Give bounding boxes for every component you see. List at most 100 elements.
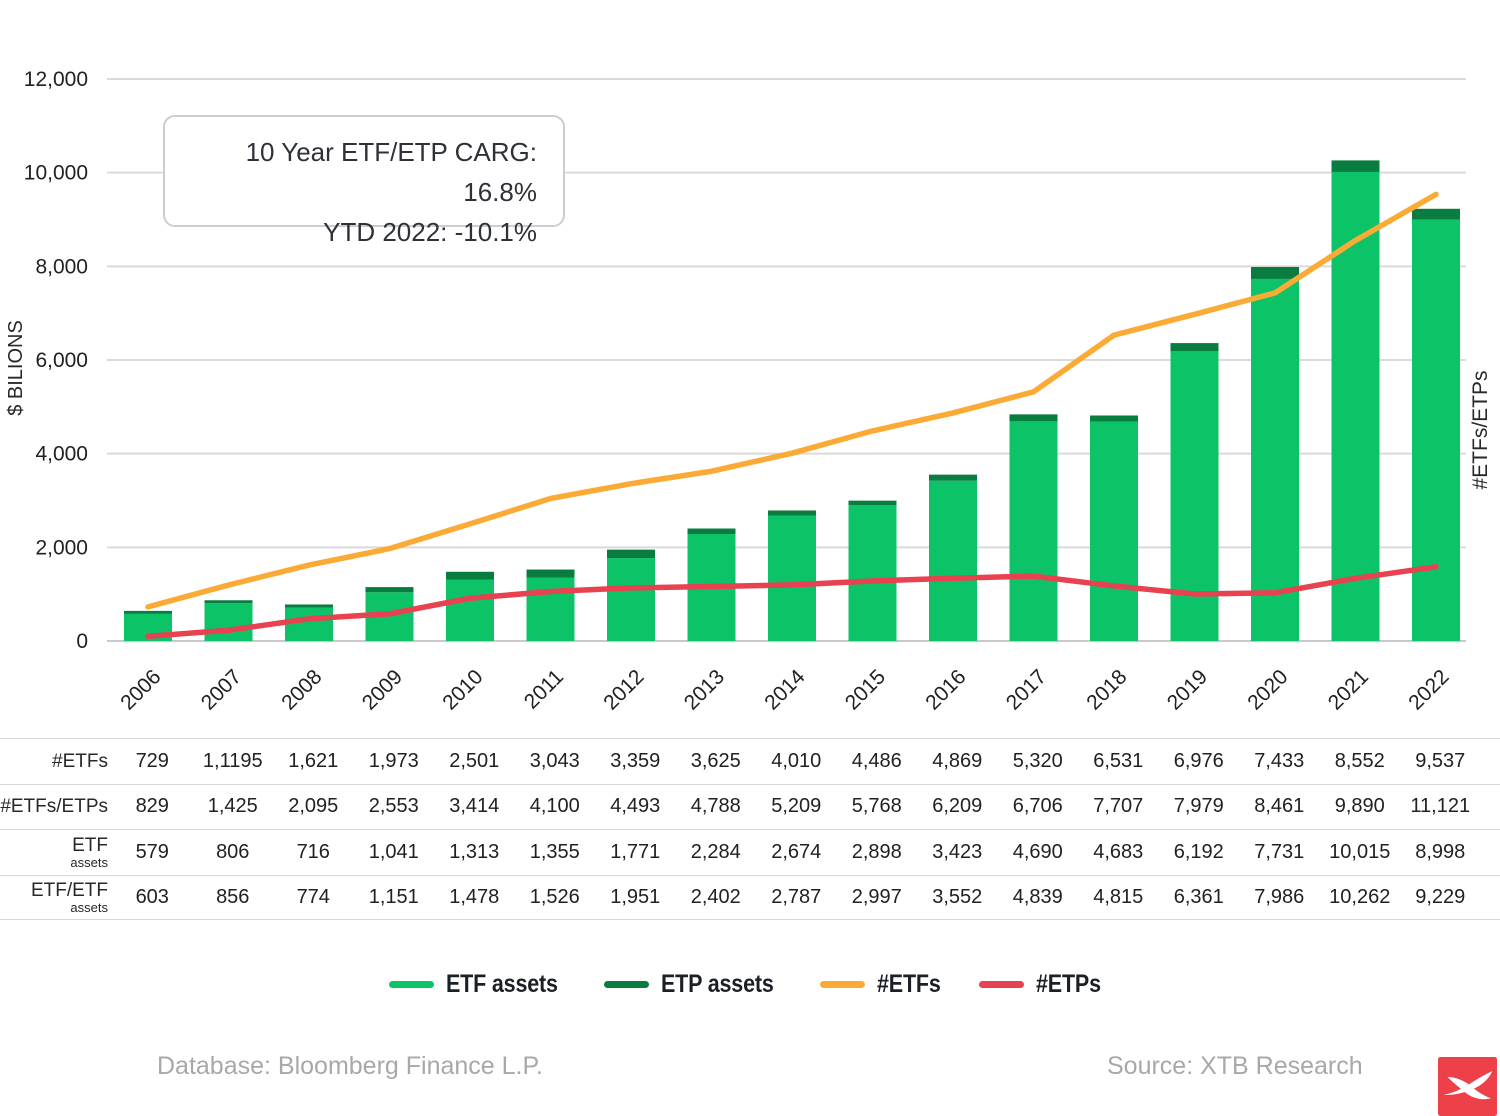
table-cell: 9,537 (1415, 749, 1466, 772)
table-cell: 1,1195 (202, 749, 263, 772)
logo-bird-wing-down (1447, 1077, 1492, 1100)
table-row-2: ETF assets 579 806 716 1,041 1,313 1,355 1,771 2,… (0, 829, 1500, 875)
footer-database-attribution: Database: Bloomberg Finance L.P. (157, 1052, 543, 1080)
table-cell: 5,320 (1012, 749, 1063, 772)
table-cell: 2,284 (690, 840, 741, 863)
legend-label: #ETPs (1035, 970, 1101, 998)
x-axis-label-2009: 2009 (358, 665, 407, 714)
legend-item-etp-assets: ETP assets (603, 970, 792, 999)
bar-etf-assets-2012 (607, 558, 655, 641)
table-cell: 1,478 (449, 885, 500, 908)
table-cell: 1,041 (368, 840, 419, 863)
bar-etp-assets-2021 (1331, 160, 1380, 172)
table-row-label: #ETFs/ETPs (0, 796, 108, 818)
legend-item-num-etfs: #ETFs (819, 970, 951, 999)
table-cell: 7,731 (1254, 840, 1305, 863)
x-axis-label-2010: 2010 (438, 665, 487, 714)
x-axis-label-2014: 2014 (760, 665, 810, 715)
x-axis-label-2018: 2018 (1082, 665, 1131, 714)
bar-etp-assets-2009 (365, 587, 414, 593)
bar-etp-assets-2013 (687, 528, 736, 535)
table-cell: 9,890 (1334, 795, 1385, 818)
table-cell: 4,690 (1012, 840, 1063, 863)
table-cell: 7,986 (1254, 885, 1305, 908)
table-cell: 10,015 (1329, 840, 1391, 863)
table-cell: 5,209 (771, 795, 822, 818)
table-row-1: #ETFs/ETPs 829 1,425 2,095 2,553 3,414 4,100 4,… (0, 783, 1500, 830)
legend-swatch (388, 981, 434, 988)
x-axis-label-2013: 2013 (680, 665, 729, 714)
bar-etf-assets-2016 (929, 480, 977, 641)
bar-etp-assets-2015 (848, 500, 897, 506)
table-cell: 1,621 (288, 749, 339, 772)
bar-etf-assets-2011 (526, 577, 575, 641)
table-cell: 10,262 (1329, 885, 1391, 908)
table-cell: 9,229 (1415, 885, 1466, 908)
bar-etp-assets-2011 (526, 569, 575, 578)
legend-label: ETP assets (660, 970, 774, 998)
table-cell: 2,553 (368, 795, 419, 818)
bar-etp-assets-2012 (607, 549, 655, 559)
x-axis-label-2020: 2020 (1243, 665, 1292, 714)
legend-swatch (819, 981, 865, 988)
legend-swatch (603, 981, 649, 988)
data-table: #ETFs 729 1,1195 1,621 1,973 2,501 3,043 3,359 3… (0, 738, 1500, 920)
bar-etf-assets-2020 (1251, 278, 1299, 641)
y-tick-label: 4,000 (35, 443, 88, 466)
table-cell: 3,414 (449, 795, 500, 818)
table-cell: 4,683 (1093, 840, 1144, 863)
table-cell: 6,209 (932, 795, 983, 818)
y2-axis-title: #ETFs/ETPs (1469, 370, 1492, 489)
bar-etf-assets-2014 (768, 515, 816, 641)
table-cell: 3,423 (932, 840, 983, 863)
table-cell: 8,461 (1254, 795, 1305, 818)
table-cell: 579 (135, 840, 169, 863)
table-row-label: ETF assets (70, 834, 108, 870)
x-axis-label-2017: 2017 (1002, 665, 1051, 714)
bar-etp-assets-2018 (1090, 415, 1138, 422)
x-axis-label-2021: 2021 (1324, 665, 1373, 714)
bar-etp-assets-2010 (446, 571, 494, 580)
table-cell: 716 (296, 840, 330, 863)
table-cell: 829 (135, 795, 169, 818)
table-cell: 1,526 (529, 885, 580, 908)
bar-etp-assets-2016 (929, 474, 977, 481)
table-cell: 7,707 (1093, 795, 1144, 818)
x-axis-label-2022: 2022 (1404, 665, 1453, 714)
table-cell: 7,979 (1173, 795, 1224, 818)
table-row-label: #ETFs (52, 750, 108, 772)
footer-source-attribution: Source: XTB Research (1107, 1052, 1363, 1080)
table-cell: 4,839 (1012, 885, 1063, 908)
table-cell: 2,674 (771, 840, 822, 863)
table-cell: 774 (296, 885, 330, 908)
table-cell: 6,976 (1173, 749, 1224, 772)
y-tick-label: 8,000 (35, 255, 88, 278)
bar-etf-assets-2007 (204, 603, 253, 641)
table-cell: 2,997 (851, 885, 902, 908)
table-cell: 1,771 (610, 840, 661, 863)
bar-etf-assets-2015 (848, 505, 897, 641)
table-cell: 7,433 (1254, 749, 1305, 772)
x-axis-label-2015: 2015 (841, 665, 890, 714)
legend-swatch (978, 981, 1024, 988)
table-cell: 2,402 (690, 885, 741, 908)
y-tick-label: 0 (76, 630, 88, 653)
table-cell: 5,768 (851, 795, 902, 818)
bar-etp-assets-2019 (1170, 343, 1219, 352)
table-cell: 3,552 (932, 885, 983, 908)
table-cell: 8,552 (1334, 749, 1385, 772)
table-cell: 1,425 (207, 795, 258, 818)
combo-chart: 0 2,000 4,000 6,000 8,000 10,000 12,000 $ BILIO… (5, 68, 1492, 715)
bar-etp-assets-2022 (1412, 208, 1460, 220)
table-cell: 4,815 (1093, 885, 1144, 908)
table-cell: 1,951 (610, 885, 661, 908)
table-cell: 1,355 (529, 840, 580, 863)
y-axis-title: $ BILIONS (5, 320, 27, 416)
table-row-label: ETF/ETF assets (30, 879, 108, 915)
table-cell: 3,359 (610, 749, 661, 772)
y-tick-label: 2,000 (35, 536, 88, 559)
bar-etf-assets-2018 (1090, 421, 1138, 641)
bar-etf-assets-2022 (1412, 219, 1460, 641)
y-tick-label: 10,000 (24, 162, 88, 185)
